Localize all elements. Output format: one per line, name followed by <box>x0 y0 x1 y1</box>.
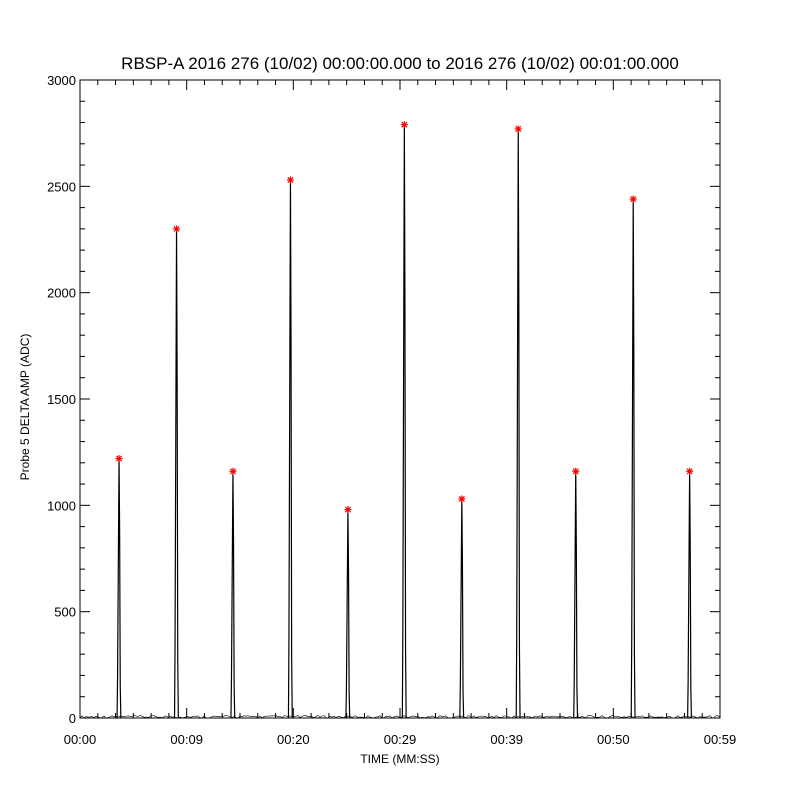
peak-marker <box>629 195 637 203</box>
x-tick-label: 00:00 <box>64 732 97 747</box>
data-spike <box>630 199 636 719</box>
x-tick-label: 00:20 <box>277 732 310 747</box>
peak-marker <box>572 467 580 475</box>
peak-marker <box>400 121 408 129</box>
x-tick-label: 00:50 <box>597 732 630 747</box>
y-tick-label: 0 <box>69 711 76 726</box>
chart-title: RBSP-A 2016 276 (10/02) 00:00:00.000 to … <box>121 54 679 73</box>
peak-marker <box>173 225 181 233</box>
data-spike <box>401 124 407 719</box>
data-spike <box>173 228 179 719</box>
y-tick-label: 500 <box>54 605 76 620</box>
x-axis-label: TIME (MM:SS) <box>360 752 440 766</box>
peak-marker <box>458 495 466 503</box>
peak-marker <box>686 467 694 475</box>
data-spike <box>687 471 693 719</box>
data-spike <box>345 509 351 719</box>
data-series <box>79 124 721 719</box>
x-tick-label: 00:59 <box>704 732 737 747</box>
x-tick-label: 00:09 <box>170 732 203 747</box>
data-spike <box>230 471 236 719</box>
peak-marker <box>344 506 352 514</box>
peak-marker <box>229 467 237 475</box>
y-tick-label: 1500 <box>47 392 76 407</box>
x-tick-label: 00:39 <box>490 732 523 747</box>
y-tick-label: 3000 <box>47 73 76 88</box>
peak-marker <box>115 455 123 463</box>
baseline-trace <box>79 715 721 719</box>
y-tick-label: 2000 <box>47 286 76 301</box>
data-spike <box>116 458 122 719</box>
x-tick-label: 00:29 <box>384 732 417 747</box>
y-tick-label: 1000 <box>47 498 76 513</box>
peak-marker <box>286 176 294 184</box>
data-spike <box>287 179 293 719</box>
y-tick-label: 2500 <box>47 179 76 194</box>
peak-marker <box>514 125 522 133</box>
axis-tick-labels: 0 500 1000 1500 2000 2500 3000 00:00 00:09 00:20 0… <box>47 73 736 747</box>
peak-markers <box>115 121 694 514</box>
data-spike <box>459 498 465 719</box>
y-axis-label: Probe 5 DELTA AMP (ADC) <box>18 333 32 481</box>
data-spike <box>515 128 521 719</box>
data-spike <box>573 471 579 719</box>
